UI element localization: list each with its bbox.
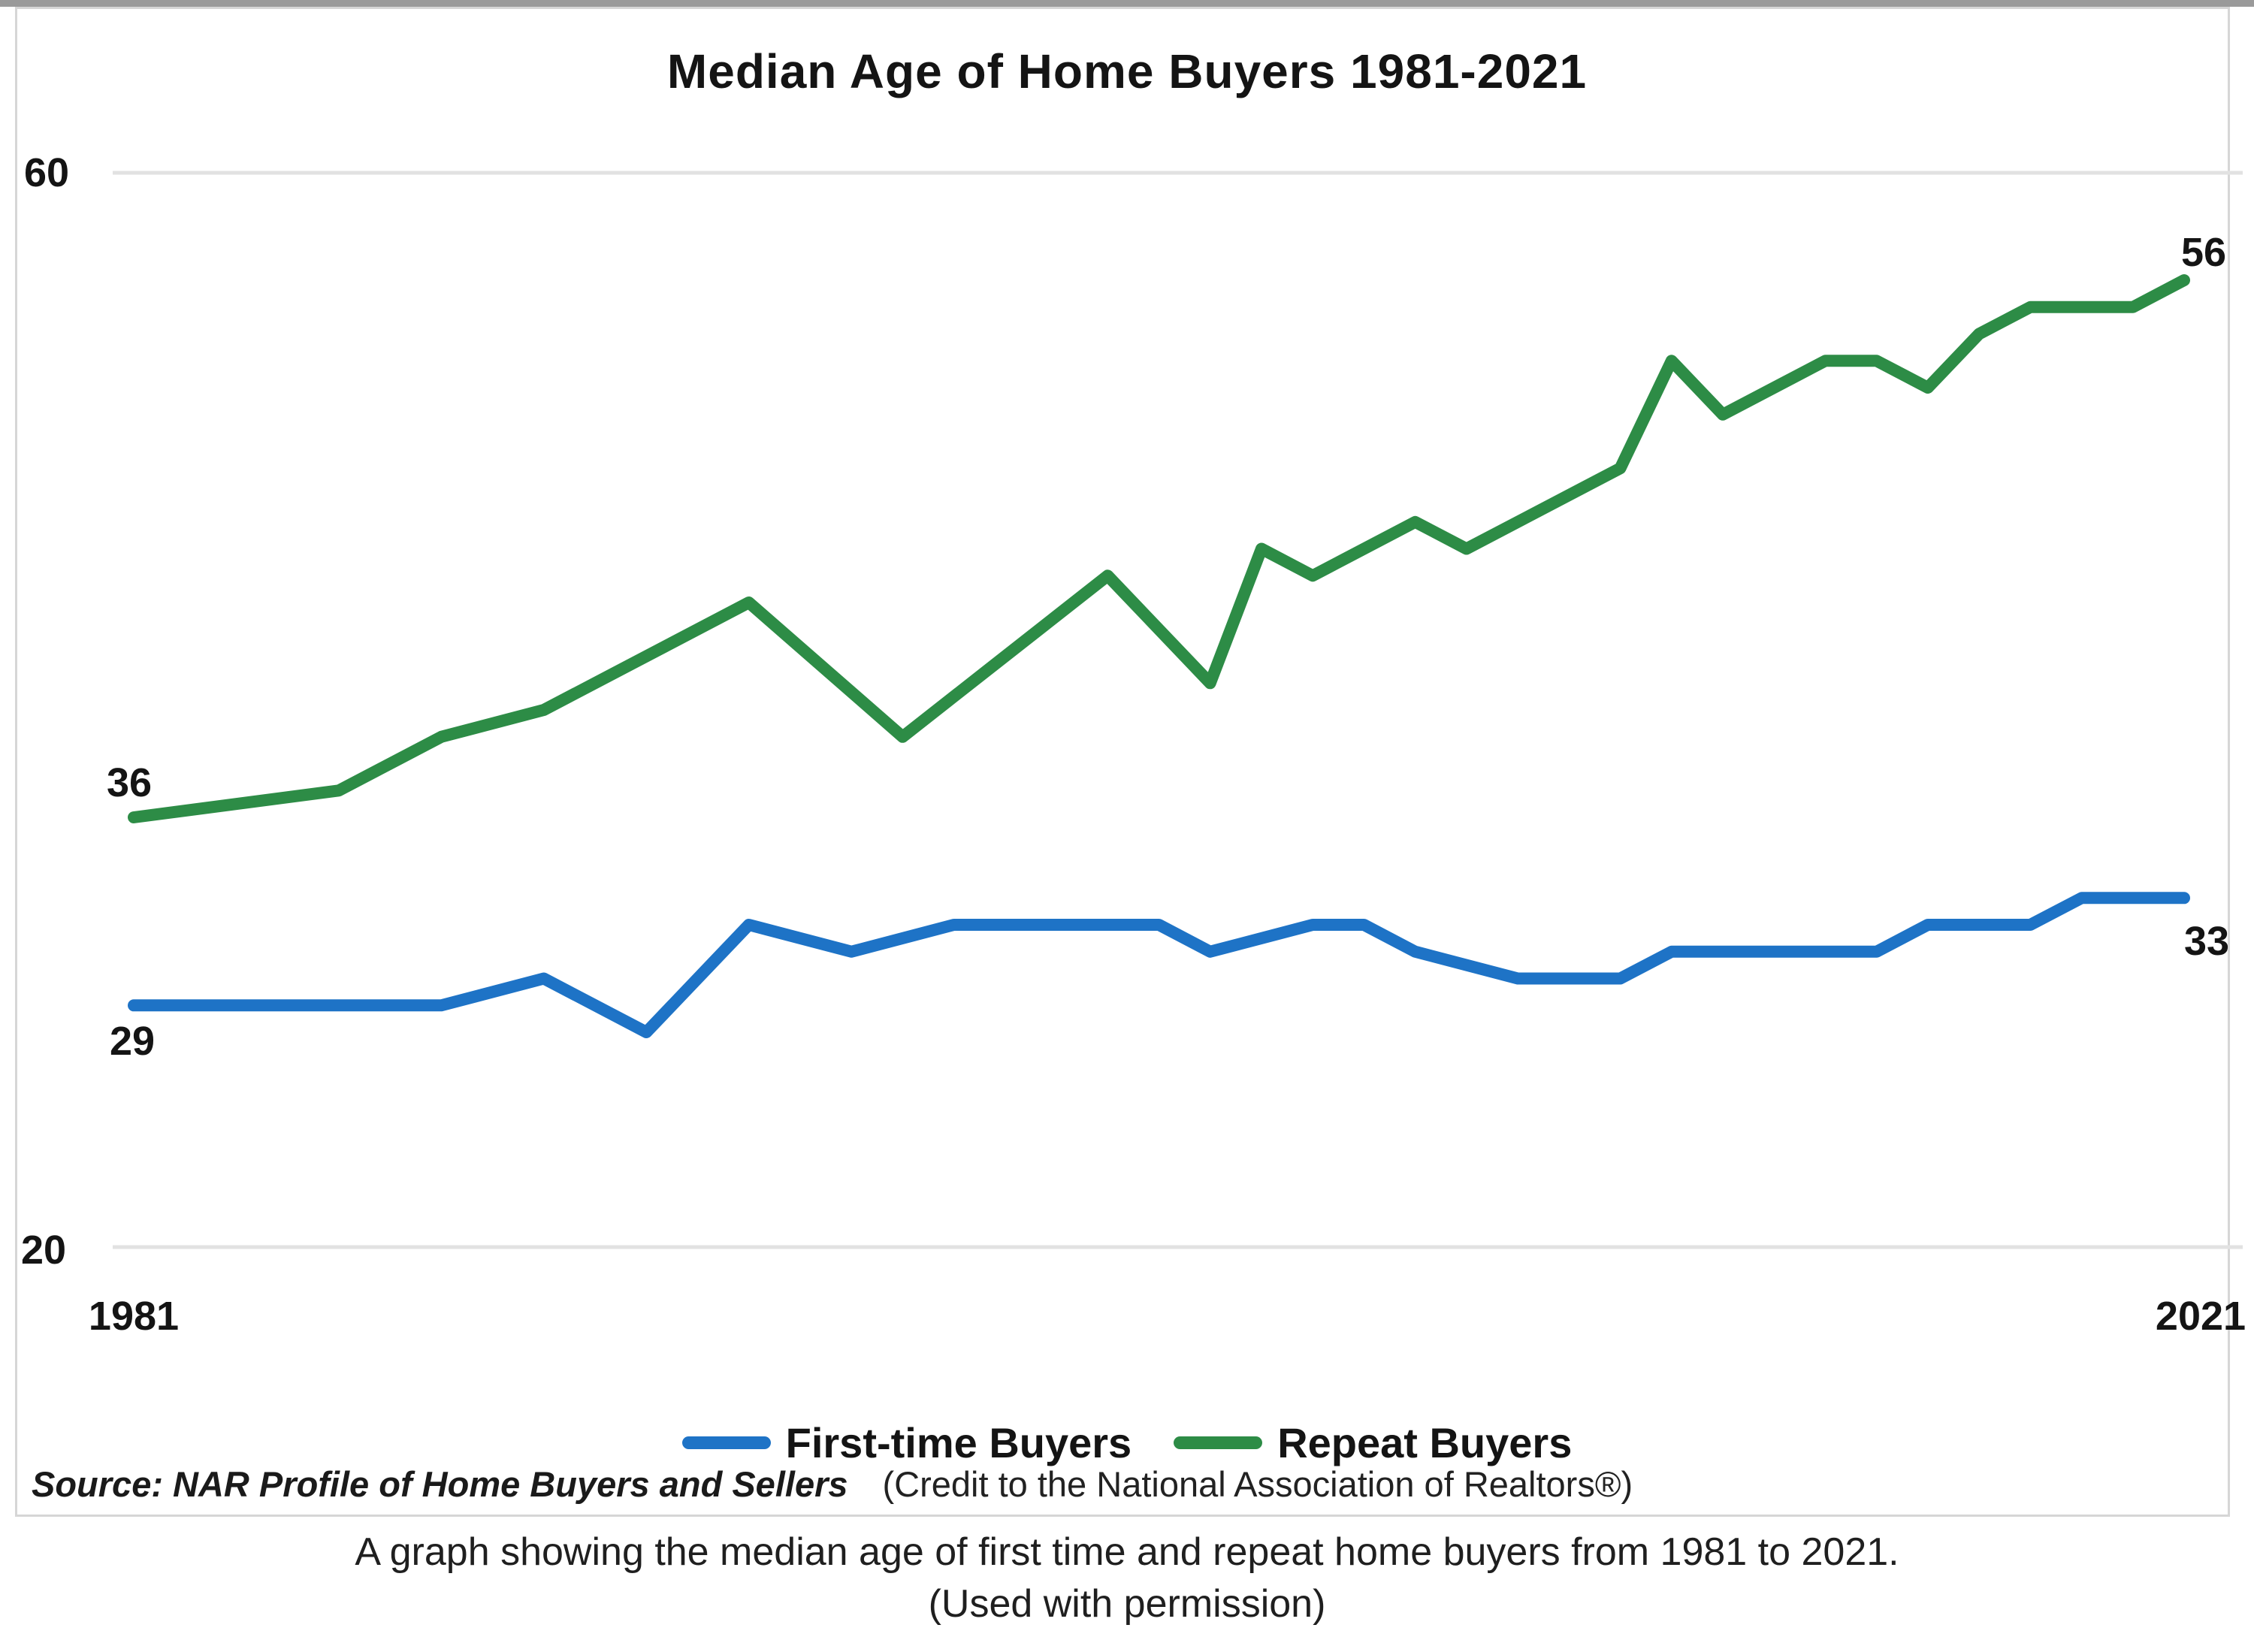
source-row: Source: NAR Profile of Home Buyers and S… — [32, 1463, 2210, 1505]
page-title: Median Age of Home Buyers 1981-2021 — [666, 44, 1588, 98]
caption-line-1: A graph showing the median age of first … — [355, 1530, 1899, 1574]
repeat-buyers-end-value-label: 56 — [2180, 230, 2227, 275]
caption-line-2: (Used with permission) — [928, 1582, 1326, 1626]
x-axis-tick-1981: 1981 — [88, 1294, 180, 1339]
source-credit: (Credit to the National Association of R… — [882, 1464, 1633, 1504]
y-axis-tick-60: 60 — [23, 150, 70, 195]
screenshot-top-edge — [0, 0, 2254, 7]
legend-item-first-time-buyers: First-time Buyers — [681, 1418, 1132, 1467]
first-time-buyers-end-value-label: 33 — [2183, 919, 2230, 965]
x-axis-tick-2021: 2021 — [2155, 1294, 2246, 1339]
repeat-buyers-start-value-label: 36 — [106, 760, 153, 805]
repeat-buyers-line-swatch — [1174, 1436, 1263, 1449]
legend-label-repeat-buyers: Repeat Buyers — [1277, 1419, 1573, 1466]
y-axis-tick-20: 20 — [20, 1228, 67, 1273]
source-text: Source: NAR Profile of Home Buyers and S… — [32, 1464, 848, 1504]
caption: A graph showing the median age of first … — [0, 1527, 2254, 1630]
first-time-buyers-line-swatch — [681, 1436, 771, 1449]
legend: First-time Buyers Repeat Buyers — [0, 1418, 2254, 1467]
legend-label-first-time-buyers: First-time Buyers — [785, 1419, 1132, 1466]
line-first-time — [128, 892, 2190, 1038]
first-time-buyers-start-value-label: 29 — [109, 1019, 156, 1065]
line-repeat — [128, 274, 2190, 823]
legend-item-repeat-buyers: Repeat Buyers — [1174, 1418, 1572, 1467]
